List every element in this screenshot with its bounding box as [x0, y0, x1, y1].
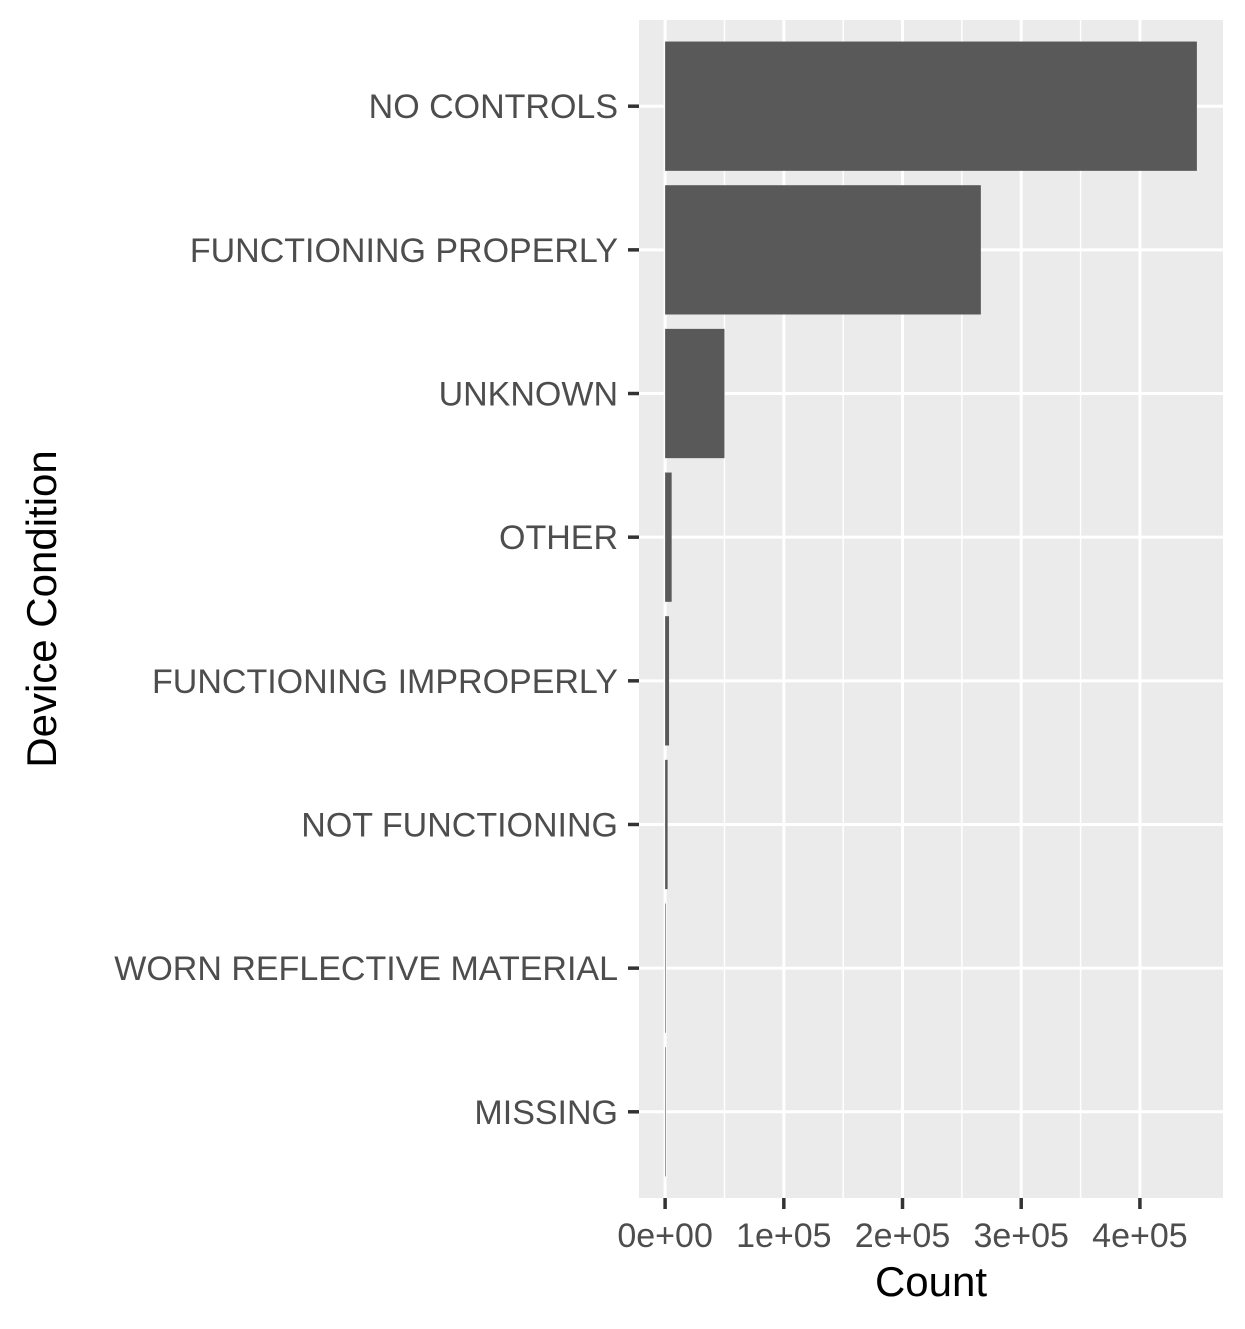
y-tick-label: FUNCTIONING IMPROPERLY: [152, 663, 618, 701]
bar: [665, 185, 981, 315]
y-tick-label: FUNCTIONING PROPERLY: [190, 232, 618, 270]
bars: [665, 41, 1197, 1177]
bar: [665, 1047, 666, 1177]
bar: [665, 41, 1197, 171]
x-tick-label: 1e+05: [736, 1217, 832, 1255]
y-tick-label: UNKNOWN: [439, 376, 618, 414]
bar: [665, 616, 670, 746]
x-tick-label: 4e+05: [1092, 1217, 1188, 1255]
y-axis-ticks: NO CONTROLS FUNCTIONING PROPERLY UNKNOWN OT…: [114, 88, 639, 1132]
y-tick-label: NOT FUNCTIONING: [301, 806, 618, 844]
x-axis-title: Count: [875, 1258, 987, 1305]
bar: [665, 903, 666, 1033]
x-axis-ticks: 0e+00 1e+05 2e+05 3e+05 4e+05: [617, 1198, 1188, 1255]
x-tick-label: 3e+05: [973, 1217, 1069, 1255]
y-axis-title: Device Condition: [18, 450, 65, 768]
x-tick-label: 2e+05: [855, 1217, 951, 1255]
y-tick-label: OTHER: [499, 519, 618, 557]
x-tick-label: 0e+00: [617, 1217, 713, 1255]
bar: [665, 328, 725, 459]
y-tick-label: MISSING: [474, 1094, 618, 1132]
y-tick-label: NO CONTROLS: [369, 88, 618, 126]
bar: [665, 472, 672, 602]
y-tick-label: WORN REFLECTIVE MATERIAL: [114, 950, 618, 988]
bar: [665, 759, 668, 890]
